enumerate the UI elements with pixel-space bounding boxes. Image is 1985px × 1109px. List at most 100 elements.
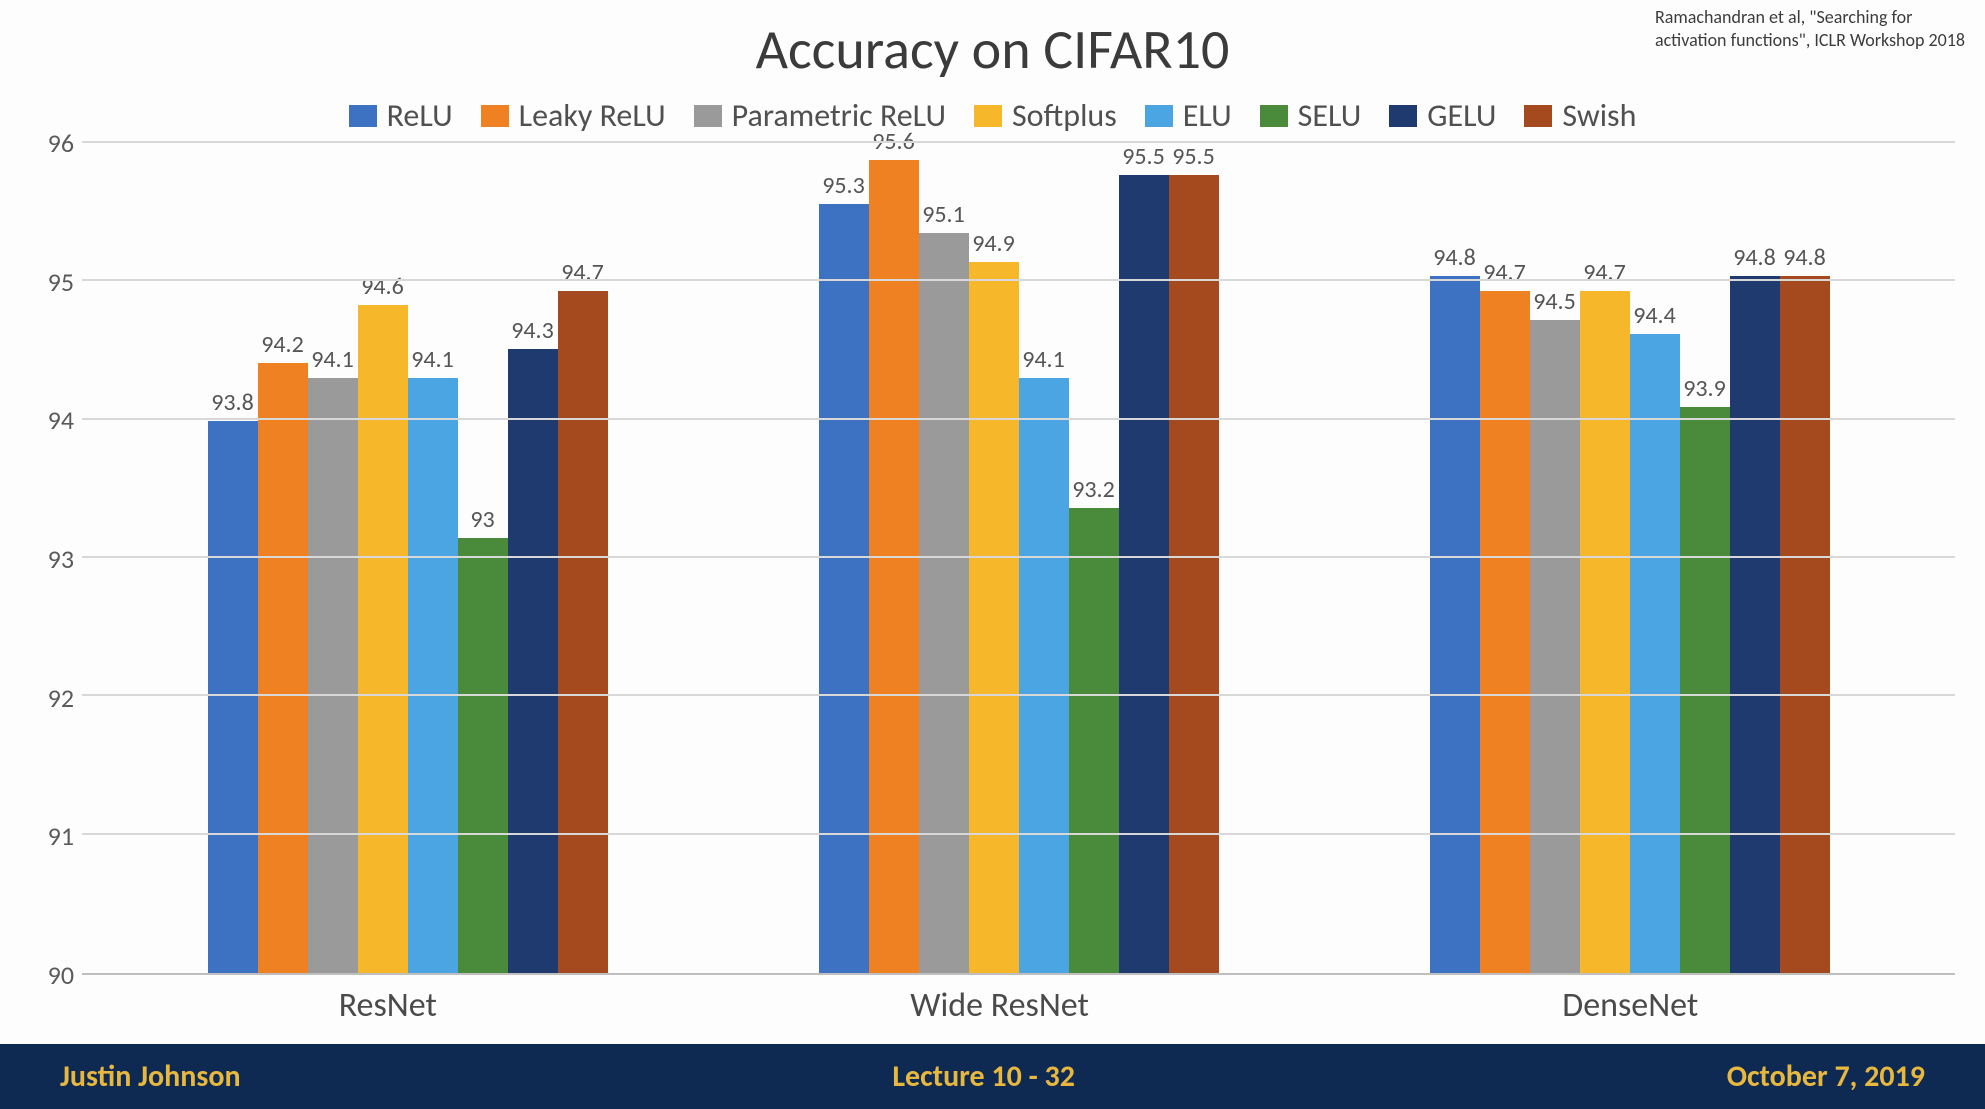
bar: 94.7 <box>1580 291 1630 973</box>
bar-value-label: 94.7 <box>1583 258 1626 287</box>
legend-swatch <box>481 105 509 127</box>
legend-item: ReLU <box>349 96 453 135</box>
x-category-label: Wide ResNet <box>910 985 1089 1026</box>
bar: 95.5 <box>1169 175 1219 973</box>
bar-rect <box>869 160 919 973</box>
bar: 94.1 <box>1019 378 1069 973</box>
bar-rect <box>258 363 308 973</box>
bar: 94.1 <box>308 378 358 973</box>
gridline <box>82 556 1955 558</box>
bar: 94.8 <box>1430 276 1480 973</box>
bar-rect <box>969 262 1019 973</box>
legend-swatch <box>974 105 1002 127</box>
legend-label: ReLU <box>387 96 453 135</box>
bar-value-label: 94.3 <box>511 316 554 345</box>
legend-swatch <box>1145 105 1173 127</box>
legend-item: GELU <box>1389 96 1496 135</box>
bar-rect <box>1019 378 1069 973</box>
x-category-label: DenseNet <box>1562 985 1698 1026</box>
chart-area: 90919293949596 93.894.294.194.694.19394.… <box>30 143 1955 975</box>
footer-date: October 7, 2019 <box>1727 1058 1925 1095</box>
bar-rect <box>558 291 608 973</box>
plot-area: 93.894.294.194.694.19394.394.795.395.695… <box>82 143 1955 975</box>
y-axis: 90919293949596 <box>30 143 82 975</box>
bar: 94.8 <box>1780 276 1830 973</box>
bar: 93.8 <box>208 421 258 973</box>
legend-swatch <box>1260 105 1288 127</box>
y-tick-label: 94 <box>48 404 74 436</box>
bar: 95.1 <box>919 233 969 973</box>
bar-groups: 93.894.294.194.694.19394.394.795.395.695… <box>82 143 1955 973</box>
bar-value-label: 93.2 <box>1072 475 1115 504</box>
legend-item: Swish <box>1524 96 1636 135</box>
slide: Ramachandran et al, "Searching for activ… <box>0 0 1985 1044</box>
bar: 94.7 <box>558 291 608 973</box>
gridline <box>82 694 1955 696</box>
bar-rect <box>1780 276 1830 973</box>
legend-swatch <box>694 105 722 127</box>
citation-line2: activation functions", ICLR Workshop 201… <box>1655 29 1965 51</box>
bar-value-label: 94.1 <box>311 345 354 374</box>
bar-rect <box>1119 175 1169 973</box>
bar-value-label: 95.1 <box>922 200 965 229</box>
bar: 94.2 <box>258 363 308 973</box>
bar-value-label: 94.7 <box>561 258 604 287</box>
bar: 94.3 <box>508 349 558 973</box>
legend-item: ELU <box>1145 96 1232 135</box>
y-tick-label: 90 <box>48 959 74 991</box>
bar: 95.5 <box>1119 175 1169 973</box>
bar-rect <box>1730 276 1780 973</box>
bar-value-label: 95.3 <box>822 171 865 200</box>
bar: 93.9 <box>1680 407 1730 973</box>
bar-rect <box>1630 334 1680 973</box>
gridline <box>82 279 1955 281</box>
bar-value-label: 94.1 <box>411 345 454 374</box>
bar-value-label: 94.7 <box>1483 258 1526 287</box>
bar-rect <box>458 538 508 974</box>
bar-rect <box>1680 407 1730 973</box>
bar: 93 <box>458 538 508 974</box>
legend-item: Leaky ReLU <box>481 96 666 135</box>
bar-rect <box>308 378 358 973</box>
bar: 94.1 <box>408 378 458 973</box>
bar-value-label: 94.8 <box>1733 243 1776 272</box>
gridline <box>82 833 1955 835</box>
legend-item: SELU <box>1260 96 1362 135</box>
bar-rect <box>819 204 869 973</box>
bar: 95.6 <box>869 160 919 973</box>
bar-rect <box>1480 291 1530 973</box>
legend-label: SELU <box>1298 96 1362 135</box>
bar-group: 95.395.695.194.994.193.295.595.5 <box>819 160 1219 973</box>
bar: 94.8 <box>1730 276 1780 973</box>
legend-label: GELU <box>1427 96 1496 135</box>
legend-label: Leaky ReLU <box>519 96 666 135</box>
bar-value-label: 94.8 <box>1433 243 1476 272</box>
bar-value-label: 93.9 <box>1683 374 1726 403</box>
legend-label: ELU <box>1183 96 1232 135</box>
bar-value-label: 94.5 <box>1533 287 1576 316</box>
slide-footer: Justin Johnson Lecture 10 - 32 October 7… <box>0 1044 1985 1109</box>
bar: 94.4 <box>1630 334 1680 973</box>
bar-rect <box>1069 508 1119 973</box>
legend-swatch <box>1524 105 1552 127</box>
y-tick-label: 92 <box>48 682 74 714</box>
citation: Ramachandran et al, "Searching for activ… <box>1655 6 1965 51</box>
gridline <box>82 418 1955 420</box>
bar-value-label: 93.8 <box>211 388 254 417</box>
legend-item: Softplus <box>974 96 1117 135</box>
chart-legend: ReLULeaky ReLUParametric ReLUSoftplusELU… <box>30 96 1955 135</box>
bar-rect <box>408 378 458 973</box>
legend-swatch <box>1389 105 1417 127</box>
bar: 94.9 <box>969 262 1019 973</box>
bar-value-label: 93 <box>470 505 494 534</box>
bar-rect <box>1580 291 1630 973</box>
citation-line1: Ramachandran et al, "Searching for <box>1655 6 1912 28</box>
bar-rect <box>208 421 258 973</box>
bar-value-label: 95.5 <box>1122 142 1165 171</box>
bar-value-label: 94.6 <box>361 272 404 301</box>
bar: 93.2 <box>1069 508 1119 973</box>
legend-label: Swish <box>1562 96 1636 135</box>
bar-rect <box>358 305 408 973</box>
bar-value-label: 94.9 <box>972 229 1015 258</box>
bar-value-label: 95.5 <box>1172 142 1215 171</box>
